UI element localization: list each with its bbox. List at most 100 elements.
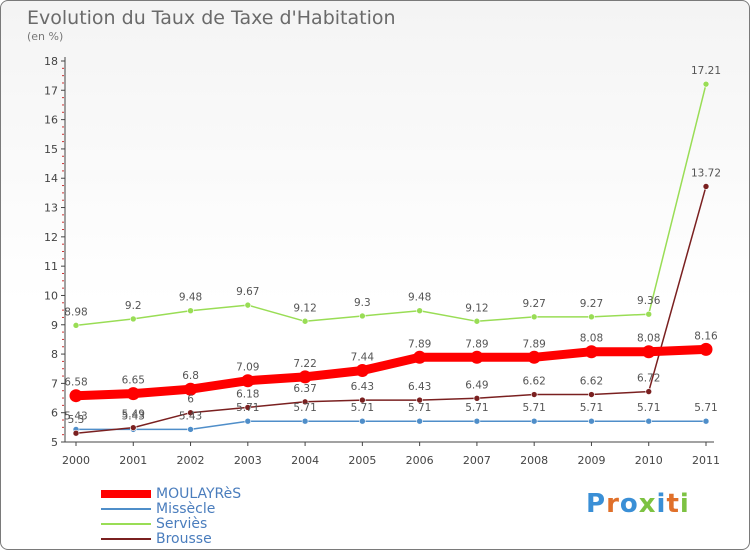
series-line-moulayres	[71, 344, 711, 401]
logo-letter: r	[606, 489, 620, 519]
point-servies	[187, 307, 194, 315]
point-moulayres	[413, 350, 427, 364]
y-tick-label: 18	[44, 55, 58, 68]
data-label-missecle: 5.71	[236, 402, 259, 414]
y-minor-tick	[62, 368, 64, 370]
point-servies	[645, 310, 653, 318]
point-brousse	[301, 398, 309, 406]
y-minor-tick	[62, 419, 64, 421]
y-minor-tick	[62, 287, 64, 289]
point-servies	[588, 313, 595, 321]
point-brousse	[702, 183, 710, 190]
legend-item-missecle[interactable]: Missècle	[101, 501, 401, 517]
point-missecle	[359, 417, 366, 425]
data-label-brousse: 6.18	[236, 388, 259, 400]
y-tick-label: 16	[44, 114, 58, 127]
point-servies	[473, 317, 481, 325]
legend-item-moulayres[interactable]: MOULAYRèS	[101, 486, 401, 502]
y-minor-tick	[62, 331, 64, 333]
point-moulayres	[699, 342, 713, 356]
chart-title: Evolution du Taux de Taxe d'Habitation	[27, 7, 396, 29]
point-moulayres	[355, 363, 369, 377]
legend-label-servies: Serviès	[156, 516, 208, 532]
data-label-moulayres: 8.16	[694, 330, 718, 342]
data-label-moulayres: 6.8	[182, 370, 199, 382]
data-label-missecle: 5.71	[694, 402, 717, 414]
data-label-servies: 9.67	[236, 286, 259, 298]
data-label-moulayres: 7.89	[522, 338, 545, 350]
y-tick-label: 13	[44, 202, 58, 215]
data-label-servies: 9.12	[293, 302, 316, 314]
y-minor-tick	[62, 170, 64, 172]
point-moulayres	[69, 389, 83, 403]
x-tick-label: 2008	[520, 454, 548, 467]
y-minor-tick	[62, 346, 64, 348]
y-minor-tick	[62, 185, 64, 187]
point-brousse	[588, 391, 595, 398]
y-minor-tick	[62, 214, 64, 216]
y-minor-tick	[62, 104, 64, 106]
series-line-brousse	[75, 185, 707, 434]
y-tick-label: 7	[51, 377, 58, 390]
data-label-moulayres: 6.58	[64, 377, 87, 389]
y-minor-tick	[62, 229, 64, 231]
data-label-moulayres: 7.89	[408, 338, 431, 350]
point-brousse	[244, 404, 252, 411]
y-minor-tick	[62, 221, 64, 223]
data-label-brousse: 6.43	[408, 381, 431, 393]
point-moulayres	[126, 387, 140, 401]
legend-item-servies[interactable]: Serviès	[101, 516, 401, 532]
point-servies	[244, 301, 252, 309]
legend-item-brousse[interactable]: Brousse	[101, 531, 401, 547]
y-minor-tick	[62, 360, 64, 362]
data-label-missecle: 5.43	[64, 410, 87, 422]
data-label-missecle: 5.71	[465, 402, 488, 414]
y-tick-label: 11	[44, 260, 58, 273]
point-brousse	[129, 424, 137, 431]
x-tick-label: 2010	[635, 454, 663, 467]
y-minor-tick	[62, 133, 64, 135]
y-minor-tick	[62, 75, 64, 77]
x-tick-label: 2002	[177, 454, 205, 467]
point-missecle	[473, 417, 481, 425]
logo-letter: i	[679, 489, 690, 519]
x-tick-label: 2009	[577, 454, 605, 467]
y-minor-tick	[62, 316, 64, 318]
data-label-brousse: 6	[187, 394, 194, 406]
data-label-missecle: 5.71	[522, 402, 545, 414]
data-label-missecle: 5.43	[122, 410, 145, 422]
point-missecle	[244, 417, 252, 425]
y-tick-label: 5	[51, 436, 58, 449]
point-brousse	[187, 409, 194, 416]
data-label-missecle: 5.71	[580, 402, 603, 414]
data-label-servies: 9.48	[179, 292, 202, 304]
data-label-moulayres: 8.08	[637, 333, 660, 345]
data-label-moulayres: 8.08	[580, 333, 603, 345]
y-minor-tick	[62, 280, 64, 282]
point-brousse	[473, 395, 481, 402]
y-minor-tick	[62, 302, 64, 304]
x-tick-label: 2003	[234, 454, 262, 467]
point-missecle	[645, 417, 653, 425]
data-label-brousse: 6.37	[293, 383, 316, 395]
legend-label-moulayres: MOULAYRèS	[156, 486, 242, 502]
y-tick-label: 15	[44, 143, 58, 156]
point-servies	[359, 312, 366, 320]
x-tick-label: 2004	[291, 454, 319, 467]
series-line-servies	[75, 83, 707, 327]
point-moulayres	[642, 345, 656, 359]
y-minor-tick	[62, 67, 64, 69]
logo-letter: i	[656, 489, 667, 519]
point-brousse	[530, 391, 538, 398]
y-minor-tick	[62, 375, 64, 377]
point-moulayres	[470, 350, 484, 364]
data-label-servies: 9.48	[408, 292, 431, 304]
y-minor-tick	[62, 258, 64, 260]
data-label-brousse: 5.3	[68, 414, 85, 426]
x-tick-label: 2007	[463, 454, 491, 467]
data-label-missecle: 5.43	[179, 410, 202, 422]
data-label-moulayres: 7.09	[236, 362, 259, 374]
point-moulayres	[241, 374, 255, 388]
y-tick-label: 8	[51, 348, 58, 361]
